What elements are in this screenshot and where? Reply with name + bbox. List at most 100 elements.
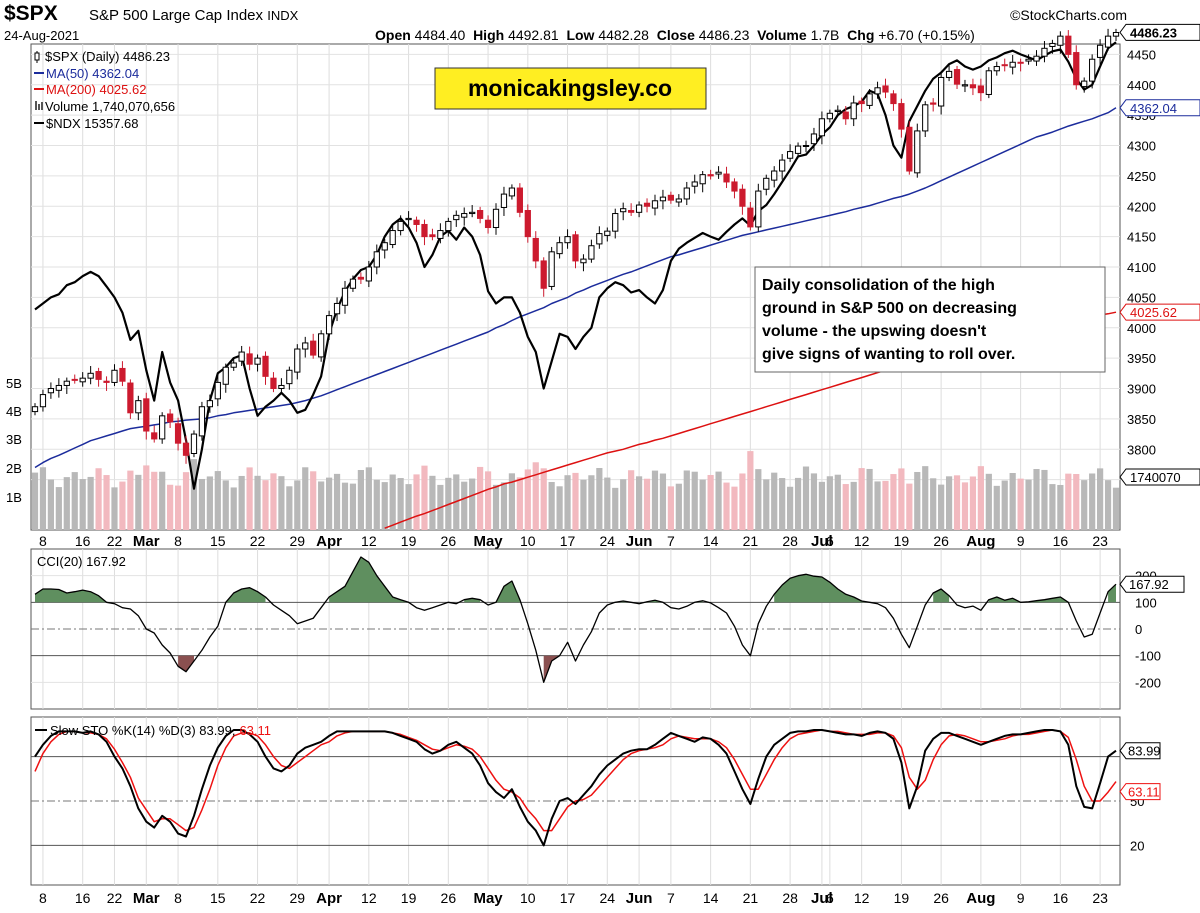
volume-bar xyxy=(874,481,881,530)
x-label: 19 xyxy=(894,533,910,549)
x-label: 10 xyxy=(520,533,536,549)
volume-bar xyxy=(938,484,945,530)
volume-bar xyxy=(421,465,428,530)
volume-bar xyxy=(206,476,213,530)
x-axis-labels-bottom: 8 16 22 Mar 8 15 22 29 Apr 12 19 26 May 10 17 24 Jun 7 14 2… xyxy=(39,890,1108,907)
candle-body xyxy=(421,223,428,238)
candle-body xyxy=(691,181,698,187)
price-tick-label: 4400 xyxy=(1127,78,1156,93)
x-label-bottom: May xyxy=(473,890,503,907)
volume-bar xyxy=(484,471,492,530)
candle-body xyxy=(111,369,118,383)
x-label-bottom: 23 xyxy=(1092,890,1108,906)
volume-bar xyxy=(127,470,134,530)
volume-bar xyxy=(31,472,39,530)
volume-bar xyxy=(333,473,341,530)
candle-body xyxy=(906,126,913,172)
x-label-bottom: 21 xyxy=(743,890,759,906)
x-label-bottom: Apr xyxy=(316,890,342,907)
candle-body xyxy=(779,159,786,172)
candle-body xyxy=(763,177,770,190)
candle-body xyxy=(286,369,293,385)
volume-bar xyxy=(461,481,468,530)
candle-icon xyxy=(34,51,40,63)
candle-body xyxy=(167,413,174,423)
volume-bar xyxy=(405,484,412,530)
price-tick-label: 4450 xyxy=(1127,47,1156,62)
cci-gridlines xyxy=(31,549,1120,709)
candle-body xyxy=(794,145,802,154)
price-tick-label: 4200 xyxy=(1127,199,1156,214)
candle-body xyxy=(500,193,508,208)
x-label-bottom: 19 xyxy=(401,890,417,906)
source-credit[interactable]: ©StockCharts.com xyxy=(1010,7,1127,23)
candle-body xyxy=(484,219,492,229)
x-label: 22 xyxy=(250,533,266,549)
volume-bar xyxy=(182,472,190,530)
volume-bar xyxy=(890,474,897,530)
candle-body xyxy=(1009,61,1016,68)
volume-bar xyxy=(119,481,126,530)
volume-bar xyxy=(270,473,277,530)
volume-bar xyxy=(953,475,961,530)
volume-bar xyxy=(222,480,229,530)
cci-fill xyxy=(329,557,409,603)
x-label: 22 xyxy=(107,533,123,549)
x-label: 24 xyxy=(600,533,616,549)
candle-body xyxy=(492,208,500,229)
watermark-text: monicakingsley.co xyxy=(468,75,672,101)
annotation-line-4: give signs of wanting to roll over. xyxy=(762,346,1015,363)
volume-bar xyxy=(651,470,659,530)
price-tick-label: 4250 xyxy=(1127,169,1156,184)
volume-bar xyxy=(230,487,237,530)
volume-bar xyxy=(286,486,293,530)
x-label: 16 xyxy=(75,533,91,549)
cci-tick-label: -200 xyxy=(1135,675,1161,690)
cci-series xyxy=(34,556,1117,683)
price-tag-box xyxy=(1119,303,1200,321)
candle-body xyxy=(405,217,412,221)
volume-bar xyxy=(1009,473,1016,530)
candle-body xyxy=(516,187,523,213)
x-label-bottom: Jun xyxy=(626,890,653,907)
candle-body xyxy=(365,266,372,282)
sto-k-tag-box xyxy=(1119,742,1161,760)
candle-body xyxy=(834,109,841,112)
x-label-bottom: 17 xyxy=(560,890,576,906)
volume-bar xyxy=(604,477,611,530)
chart-date: 24-Aug-2021 xyxy=(4,28,80,43)
candle-body xyxy=(476,210,484,219)
candle-body xyxy=(548,251,555,287)
candle-body xyxy=(270,377,277,389)
volume-bar xyxy=(302,467,309,530)
x-label-bottom: 12 xyxy=(361,890,377,906)
candle-body xyxy=(1025,58,1032,62)
volume-bar xyxy=(683,470,690,530)
volume-bar xyxy=(564,475,571,530)
volume-bar xyxy=(1057,484,1064,530)
x-label: 15 xyxy=(210,533,226,549)
candle-body xyxy=(675,198,682,203)
candle-body xyxy=(190,433,198,455)
cci-fill xyxy=(543,655,560,683)
candle-body xyxy=(127,382,134,414)
cci-tick-label: -100 xyxy=(1135,649,1161,664)
volume-bar xyxy=(103,475,110,530)
sto-k-line xyxy=(34,729,1117,847)
price-tick-label: 4050 xyxy=(1127,290,1156,305)
x-label: 14 xyxy=(703,533,719,549)
ohlc-stats: Open 4484.40 High 4492.81 Low 4482.28 Cl… xyxy=(375,27,975,43)
candle-body xyxy=(238,351,245,362)
candle-body xyxy=(254,357,261,365)
x-label-bottom: 12 xyxy=(854,890,870,906)
volume-bar xyxy=(143,465,150,530)
candle-body xyxy=(103,380,110,383)
candle-body xyxy=(47,388,55,394)
volume-bar xyxy=(429,475,436,530)
candle-body xyxy=(1017,61,1024,64)
candle-body xyxy=(1089,58,1096,82)
volume-bar xyxy=(1049,484,1056,530)
volume-bar xyxy=(985,473,992,530)
candle-body xyxy=(198,406,206,437)
